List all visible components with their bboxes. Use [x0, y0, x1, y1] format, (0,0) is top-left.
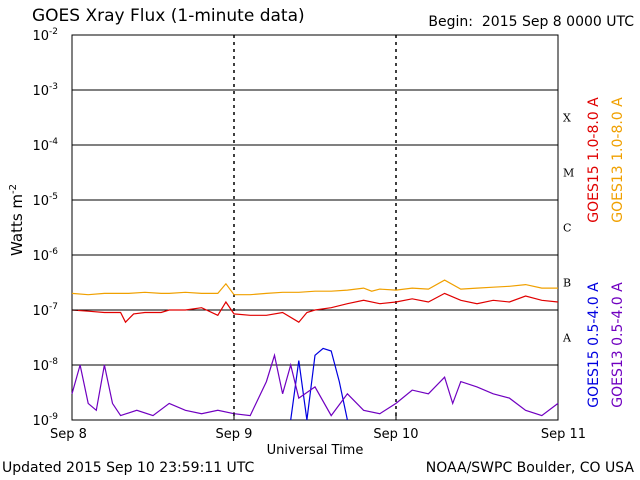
y-tick-label: 10-9 — [32, 412, 58, 429]
flare-class-labels: X M C B A — [562, 112, 574, 345]
x-tick-label: Sep 8 — [50, 427, 87, 442]
credit-text: NOAA/SWPC Boulder, CO USA — [425, 460, 634, 476]
y-axis-title-text: Watts m — [8, 194, 26, 256]
legend: GOES15 1.0-8.0 A GOES13 1.0-8.0 A GOES15 0… — [586, 97, 626, 408]
y-axis: 10-2 10-3 10-4 10-5 10-6 10-7 10-8 10-9 — [32, 27, 558, 429]
y-axis-title-exponent: -2 — [8, 184, 19, 194]
legend-entry-3: GOES13 0.5-4.0 A — [610, 282, 626, 408]
x-axis: Sep 8 Sep 9 Sep 10 Sep 11 — [50, 412, 586, 442]
series-group — [71, 279, 559, 421]
series-line-2 — [290, 347, 348, 421]
begin-value: 2015 Sep 8 0000 UTC — [481, 14, 634, 30]
begin-label: Begin: — [428, 14, 473, 30]
legend-entry-2: GOES15 0.5-4.0 A — [586, 282, 602, 408]
y-tick-label: 10-8 — [32, 357, 58, 374]
flare-class-x: X — [563, 112, 571, 125]
flare-class-c: C — [563, 222, 571, 235]
flare-class-b: B — [563, 277, 571, 290]
y-tick-label: 10-2 — [32, 27, 58, 44]
y-tick-label: 10-5 — [32, 192, 58, 209]
y-tick-label: 10-7 — [32, 302, 58, 319]
series-line-3 — [71, 352, 559, 417]
flare-class-a: A — [562, 332, 572, 345]
updated-timestamp: Updated 2015 Sep 10 23:59:11 UTC — [2, 460, 255, 476]
legend-entry-1: GOES13 1.0-8.0 A — [610, 97, 626, 223]
series-line-1 — [71, 279, 558, 296]
legend-entry-0: GOES15 1.0-8.0 A — [586, 97, 602, 223]
series-line-0 — [71, 292, 559, 324]
begin-timestamp: Begin: 2015 Sep 8 0000 UTC — [428, 14, 634, 30]
y-axis-title: Watts m-2 — [8, 184, 26, 256]
x-tick-label: Sep 10 — [373, 427, 418, 442]
y-tick-label: 10-4 — [32, 137, 58, 154]
x-axis-title: Universal Time — [267, 443, 364, 458]
chart-title: GOES Xray Flux (1-minute data) — [32, 6, 305, 26]
y-tick-label: 10-3 — [32, 82, 58, 99]
plot-frame — [71, 34, 559, 421]
y-tick-label: 10-6 — [32, 247, 58, 264]
x-tick-label: Sep 11 — [541, 427, 586, 442]
x-tick-label: Sep 9 — [216, 427, 253, 442]
grid — [72, 34, 558, 421]
flare-class-m: M — [563, 167, 574, 180]
